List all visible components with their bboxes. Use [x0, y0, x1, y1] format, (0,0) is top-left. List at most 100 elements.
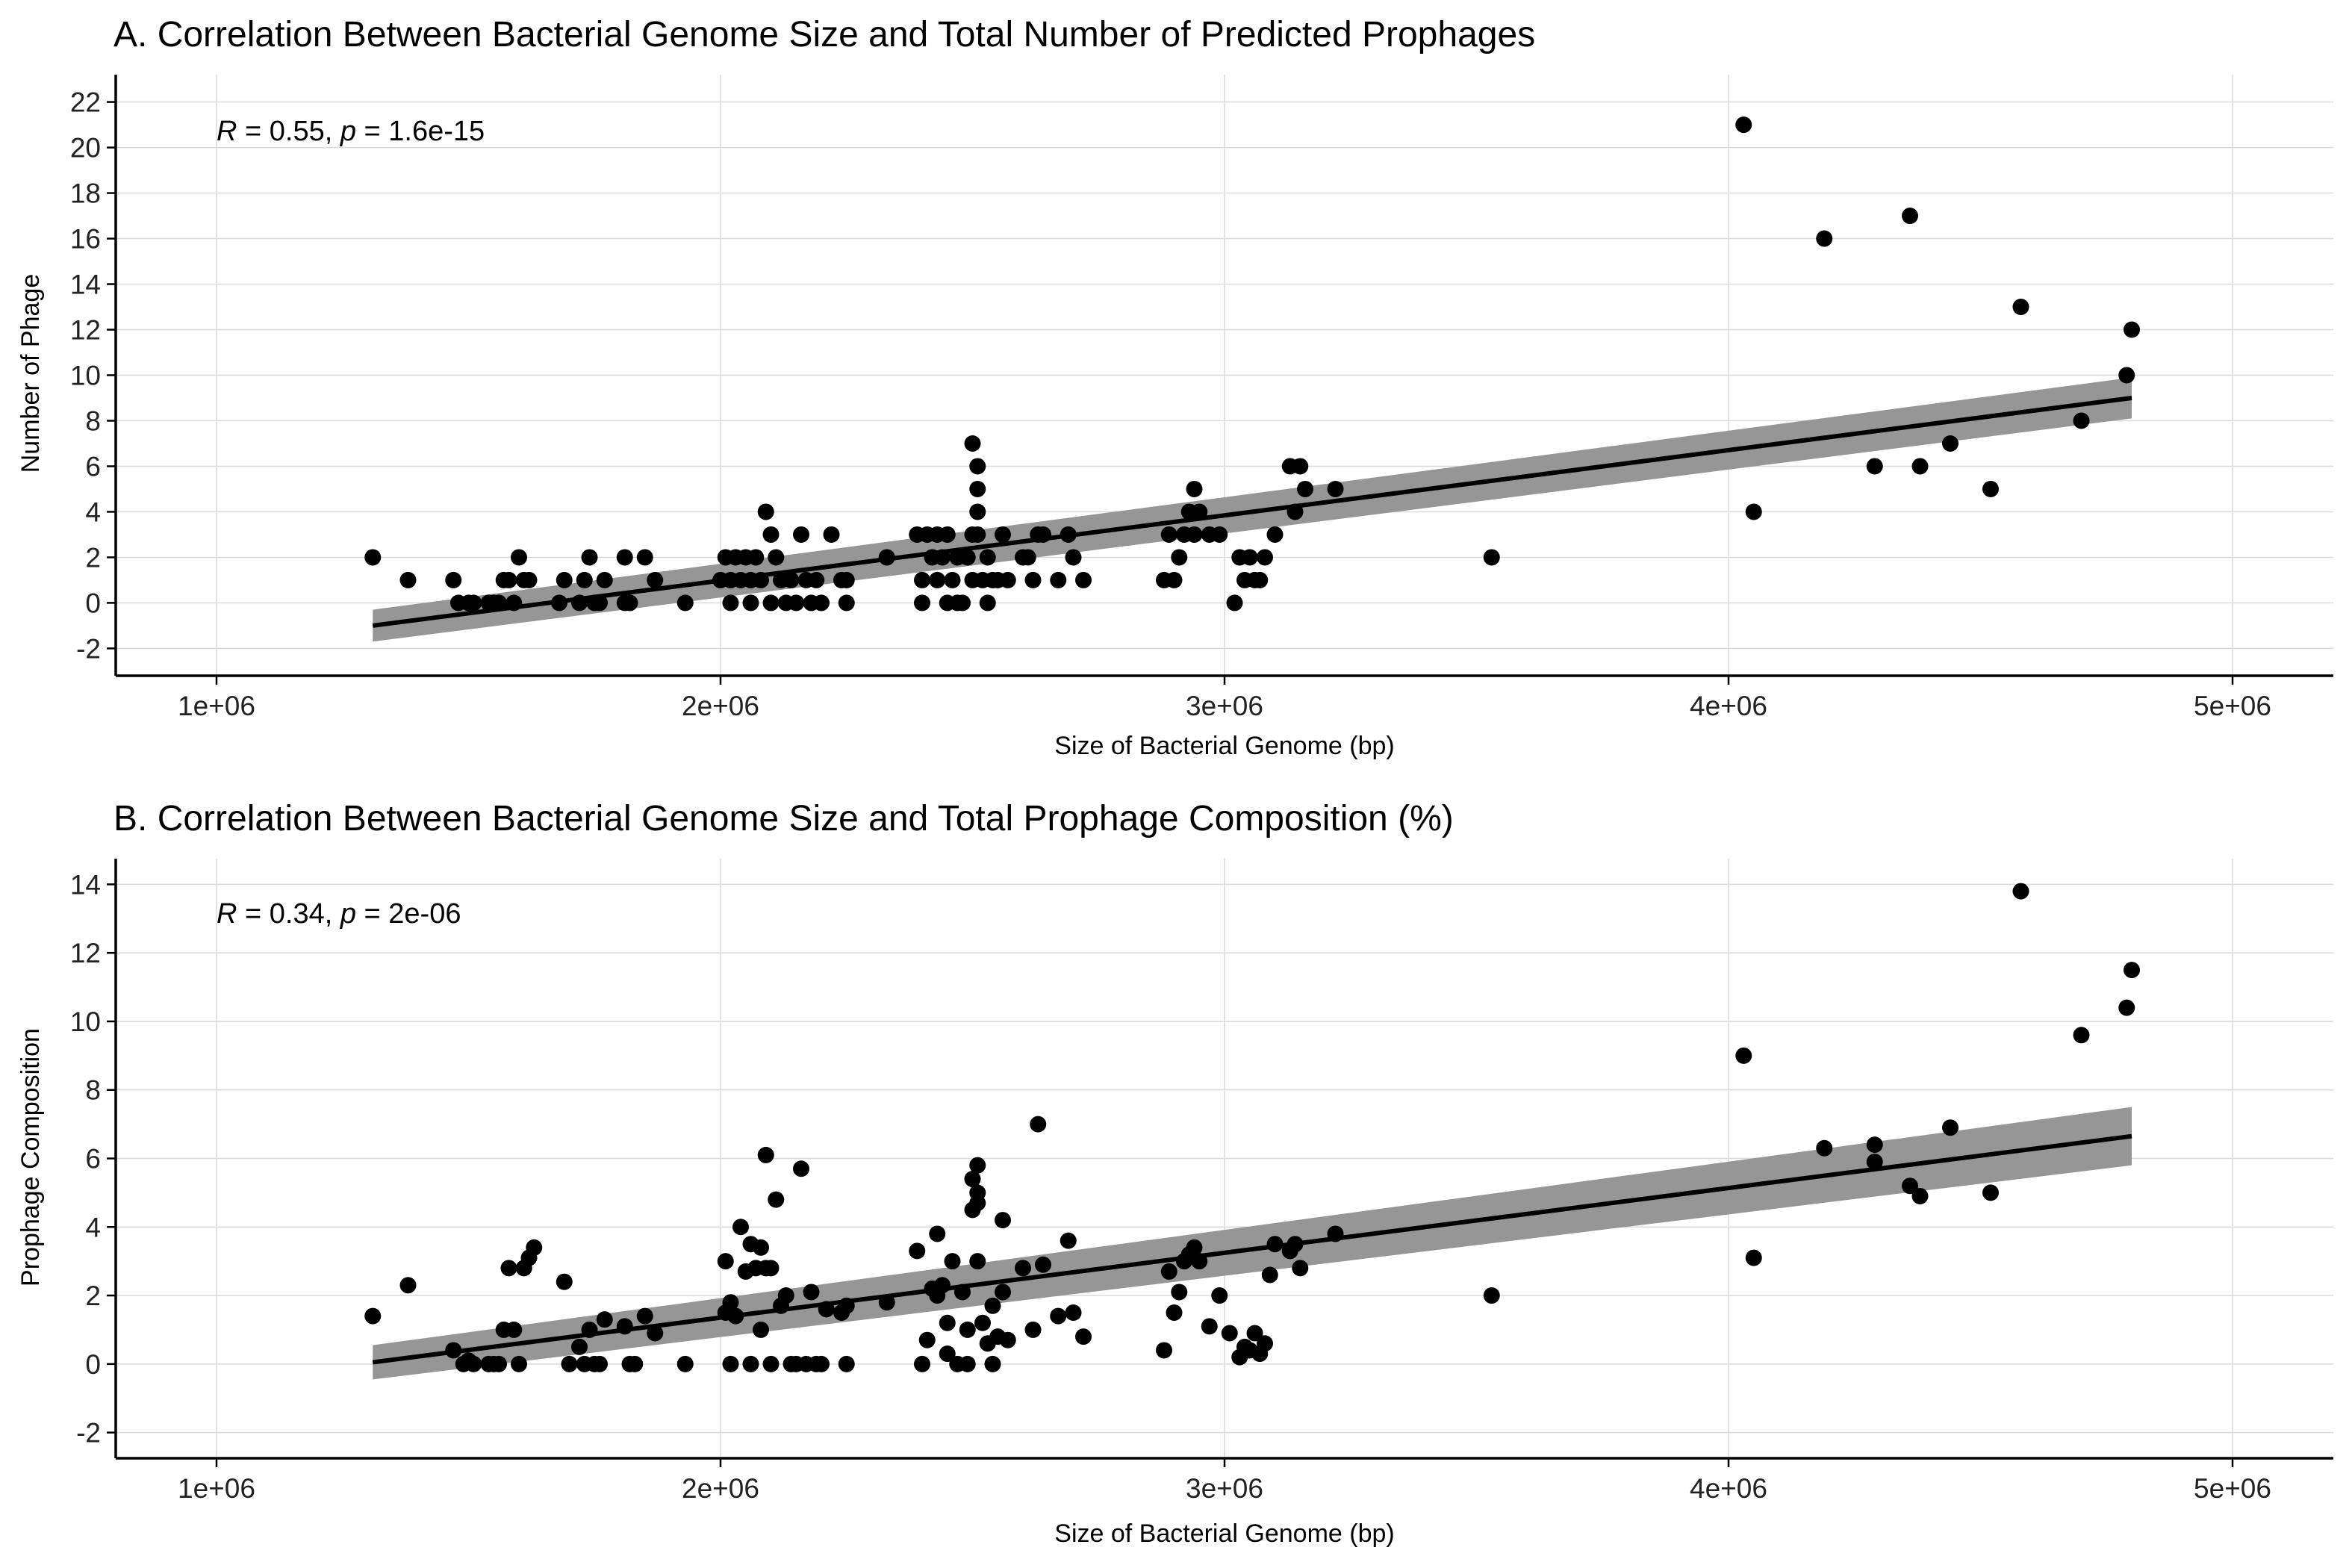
panel-a-data-point — [591, 594, 608, 612]
panel-b-r-text: = 0.34, — [237, 898, 340, 930]
panel-b-data-point — [914, 1355, 930, 1372]
panel-a-data-point — [979, 549, 996, 566]
panel-a-data-point — [944, 571, 961, 588]
panel-b-data-point — [636, 1307, 653, 1325]
panel-b-data-point — [1911, 1187, 1929, 1204]
panel-a-data-point — [1292, 458, 1309, 475]
panel-b-data-point — [944, 1253, 961, 1270]
panel-b-data-point — [1266, 1236, 1284, 1253]
panel-b-data-point — [399, 1277, 417, 1294]
panel-b-y-tick-label: -2 — [76, 1418, 101, 1449]
panel-a-data-point — [969, 503, 986, 520]
panel-a-y-tick-label: 2 — [85, 542, 101, 573]
panel-b-data-point — [959, 1321, 976, 1338]
panel-b-data-point — [742, 1355, 759, 1372]
panel-b-data-point — [1035, 1256, 1051, 1273]
panel-b-data-point — [878, 1294, 895, 1311]
panel-b-data-point — [1292, 1260, 1309, 1277]
panel-b-y-tick-label: 12 — [70, 938, 101, 968]
panel-a-ticks: 1e+06 2e+06 3e+06 4e+06 5e+06 -2 0 2 4 6 8 10 12 14 16… — [70, 87, 2271, 721]
panel-b-confidence-band — [373, 1107, 2132, 1380]
panel-a-data-point — [2124, 321, 2140, 338]
panel-a-fit-layer — [372, 396, 2132, 628]
panel-a-data-point — [1866, 458, 1883, 475]
panel-a-data-point — [768, 549, 785, 566]
panel-a-y-tick-label: 14 — [70, 270, 101, 300]
panel-b-data-point — [561, 1355, 578, 1372]
panel-a-data-point — [1902, 208, 1918, 225]
panel-a-data-point — [647, 571, 664, 588]
panel-a-r-text: = 0.55, — [237, 116, 340, 147]
panel-a-y-tick-label: 20 — [70, 133, 101, 164]
panel-b-p-symbol: p — [340, 898, 356, 930]
panel-a-data-point — [788, 594, 805, 612]
panel-b-data-point — [1982, 1184, 1999, 1201]
panel-b-data-point — [465, 1355, 482, 1372]
panel-b-data-point — [984, 1355, 1001, 1372]
panel-b-data-point — [1735, 1047, 1752, 1064]
panel-a-data-point — [838, 571, 855, 588]
panel-a-data-point — [399, 571, 417, 588]
panel-a-data-point — [813, 594, 830, 612]
panel-b-data-point — [753, 1321, 769, 1338]
panel-a-data-point — [914, 571, 930, 588]
panel-b-data-point — [939, 1314, 956, 1331]
panel-b-data-point — [2118, 999, 2135, 1016]
panel-b-ticks: 1e+06 2e+06 3e+06 4e+06 5e+06 -2 0 2 4 6 8 10 12 14 — [70, 869, 2271, 1504]
panel-b-data-point — [909, 1242, 926, 1260]
panel-a-data-point — [823, 526, 840, 543]
panel-a-data-point — [964, 435, 981, 452]
panel-b-y-tick-label: 4 — [85, 1212, 101, 1242]
panel-a-data-point — [1191, 503, 1208, 520]
panel-a-data-point — [1035, 526, 1051, 543]
panel-b-data-point — [995, 1284, 1011, 1301]
panel-b-data-point — [762, 1260, 780, 1277]
panel-b-x-tick-label: 5e+06 — [2194, 1473, 2271, 1504]
panel-a-data-point — [465, 594, 482, 612]
panel-a-data-point — [581, 549, 598, 566]
panel-a-data-point — [621, 594, 638, 612]
panel-b-correlation-annotation: R = 0.34, p = 2e-06 — [217, 898, 461, 930]
panel-b-x-axis-title: Size of Bacterial Genome (bp) — [1054, 1519, 1394, 1548]
panel-b-y-tick-label: 10 — [70, 1007, 101, 1037]
panel-b-data-point — [591, 1355, 608, 1372]
panel-b-data-point — [1257, 1335, 1273, 1352]
panel-b-data-point — [616, 1318, 633, 1335]
panel-a-y-tick-label: 0 — [85, 588, 101, 618]
panel-a-data-point — [1065, 549, 1082, 566]
panel-a-data-point — [576, 571, 593, 588]
panel-a-data-point — [929, 571, 946, 588]
panel-a-data-point — [1186, 526, 1203, 543]
panel-b-data-point — [1166, 1304, 1183, 1321]
panel-a-data-point — [1257, 549, 1273, 566]
panel-a-data-point — [1171, 549, 1188, 566]
panel-a-data-point — [2012, 299, 2029, 316]
panel-a-y-tick-label: -2 — [76, 633, 101, 664]
panel-a-data-point — [2118, 367, 2135, 384]
panel-a-data-point — [999, 571, 1016, 588]
panel-b-data-point — [803, 1284, 820, 1301]
panel-a-data-point — [979, 594, 996, 612]
panel-a-data-point — [954, 594, 971, 612]
panel-b-data-point — [974, 1314, 991, 1331]
panel-a-data-point — [551, 594, 567, 612]
panel-b-data-point — [1261, 1266, 1278, 1284]
panel-a-y-tick-label: 22 — [70, 87, 101, 118]
panel-b-data-point — [818, 1301, 835, 1318]
panel-a-title: A. Correlation Between Bacterial Genome … — [113, 15, 1535, 55]
panel-a-data-point — [1024, 571, 1042, 588]
panel-a-data-point — [1942, 435, 1959, 452]
panel-b-data-point — [1160, 1263, 1177, 1280]
panel-a-x-tick-label: 1e+06 — [178, 691, 255, 721]
panel-a-data-point — [1327, 480, 1344, 497]
panel-a-points — [364, 116, 2140, 612]
panel-b-data-point — [929, 1225, 946, 1242]
panel-a-data-point — [1050, 571, 1067, 588]
panel-b-y-axis-title: Prophage Composition — [16, 1028, 45, 1287]
panel-b-data-point — [954, 1284, 971, 1301]
panel-a-data-point — [1241, 549, 1258, 566]
panel-b-data-point — [505, 1321, 523, 1338]
panel-b-data-point — [1156, 1342, 1172, 1359]
panel-b-data-point — [500, 1260, 517, 1277]
panel-a-data-point — [969, 526, 986, 543]
